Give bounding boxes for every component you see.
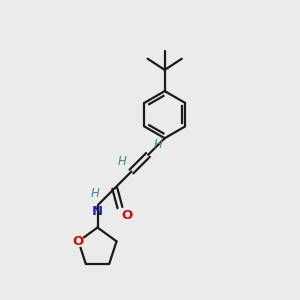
- Text: H: H: [91, 187, 100, 200]
- Circle shape: [73, 236, 84, 247]
- Text: O: O: [73, 235, 84, 248]
- Text: N: N: [92, 205, 103, 218]
- Text: O: O: [121, 209, 132, 222]
- Text: H: H: [118, 155, 127, 168]
- Text: H: H: [153, 138, 162, 151]
